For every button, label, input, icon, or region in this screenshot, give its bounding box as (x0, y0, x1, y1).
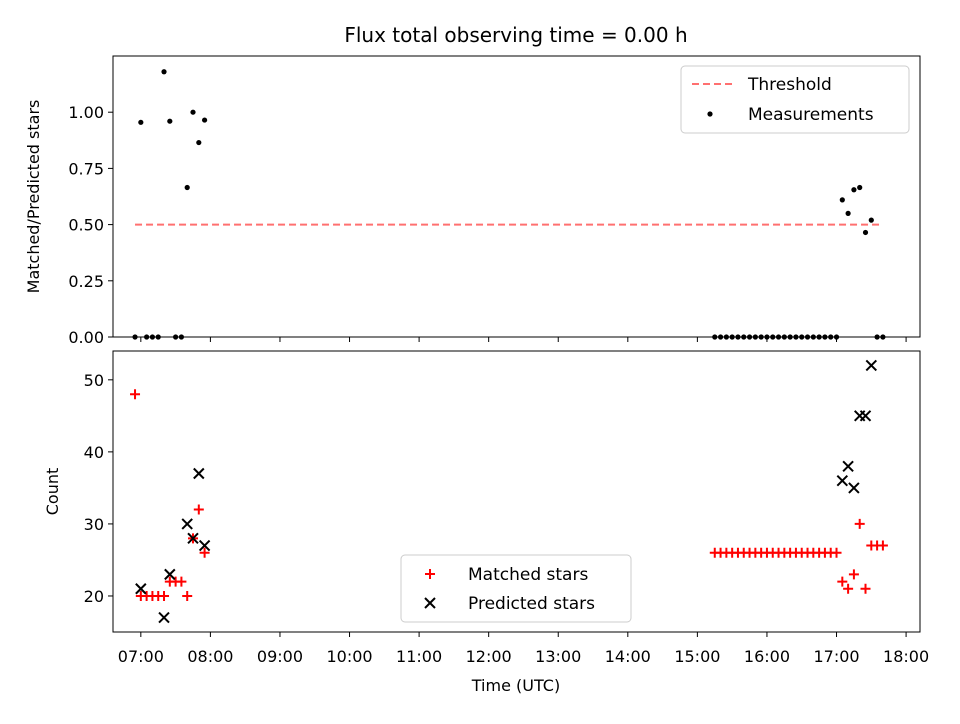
legend-box (680, 65, 910, 134)
data-point (865, 359, 878, 372)
plot-frame (112, 350, 921, 633)
data-point (836, 474, 849, 487)
data-point (845, 210, 851, 216)
x-tick-label: 18:00 (883, 647, 929, 666)
x-tick-label: 10:00 (326, 647, 372, 666)
y-tick-label: 20 (84, 587, 104, 606)
legend-box (400, 554, 632, 623)
data-point (161, 69, 167, 75)
data-point (837, 576, 848, 587)
data-point (176, 576, 187, 587)
data-point (138, 119, 144, 125)
data-point (158, 611, 170, 624)
y-axis-label: Matched/Predicted stars (24, 100, 43, 294)
x-tick-label: 11:00 (396, 647, 442, 666)
data-point (854, 518, 865, 529)
legend-label-matched: Matched stars (468, 565, 588, 585)
data-point (130, 389, 141, 400)
data-point (164, 568, 176, 581)
x-tick-label: 13:00 (535, 647, 581, 666)
data-point (187, 532, 199, 545)
data-point (857, 184, 863, 191)
x-tick-label: 14:00 (605, 647, 651, 666)
legend-marker-matched (425, 569, 435, 579)
y-tick-label: 0.00 (68, 328, 104, 347)
y-tick-label: 30 (84, 515, 104, 534)
data-point (135, 583, 147, 595)
data-point (159, 590, 170, 601)
data-point (198, 539, 211, 552)
data-point (831, 547, 842, 558)
top-panel: Matched/Predicted stars 0.00 0.25 0.50 0.75 1… (24, 55, 921, 347)
y-axis-label: Count (43, 468, 62, 516)
y-tick-label: 1.00 (68, 103, 104, 122)
data-point (201, 117, 208, 123)
y-tick-label: 0.75 (68, 159, 104, 178)
x-tick-label: 12:00 (466, 647, 512, 666)
x-tick-label: 07:00 (118, 647, 164, 666)
data-point (851, 187, 857, 193)
chart-title: Flux total observing time = 0.00 h (344, 23, 687, 47)
data-point (196, 139, 202, 146)
x-tick-label: 08:00 (187, 647, 233, 666)
x-axis-label: Time (UTC) (471, 676, 560, 695)
legend-label-predicted: Predicted stars (468, 594, 595, 614)
data-point (860, 583, 871, 594)
legend-marker-measurements (707, 111, 713, 117)
data-point (199, 547, 210, 558)
data-point (190, 109, 196, 115)
legend: Matched stars Predicted stars (400, 554, 632, 623)
legend-label-threshold: Threshold (747, 75, 832, 95)
x-tick-label: 16:00 (744, 647, 790, 666)
data-point (184, 184, 190, 191)
legend: Threshold Measurements (680, 65, 910, 134)
x-tick-label: 17:00 (813, 647, 859, 666)
data-point (839, 197, 845, 203)
data-point (848, 482, 860, 494)
x-tick-label: 15:00 (674, 647, 720, 666)
data-point (181, 518, 193, 530)
bottom-panel: Count 20 30 40 50 07:00 08:00 09:00 10:00 11:00 12… (43, 350, 929, 666)
data-point (193, 504, 204, 515)
data-point (862, 229, 869, 236)
data-point (848, 569, 859, 580)
legend-label-measurements: Measurements (748, 105, 874, 125)
data-point (182, 590, 193, 601)
data-point (868, 217, 874, 223)
y-tick-label: 0.50 (68, 216, 104, 235)
data-point (167, 118, 173, 124)
data-point (859, 410, 872, 422)
y-tick-label: 40 (84, 443, 104, 462)
data-point (193, 467, 205, 480)
data-point (877, 540, 888, 551)
data-point (842, 460, 854, 472)
x-tick-label: 09:00 (257, 647, 303, 666)
y-tick-label: 50 (84, 371, 104, 390)
legend-marker-predicted (424, 597, 436, 609)
plot-frame (112, 55, 921, 338)
y-tick-label: 0.25 (68, 272, 104, 291)
data-point (843, 583, 854, 594)
